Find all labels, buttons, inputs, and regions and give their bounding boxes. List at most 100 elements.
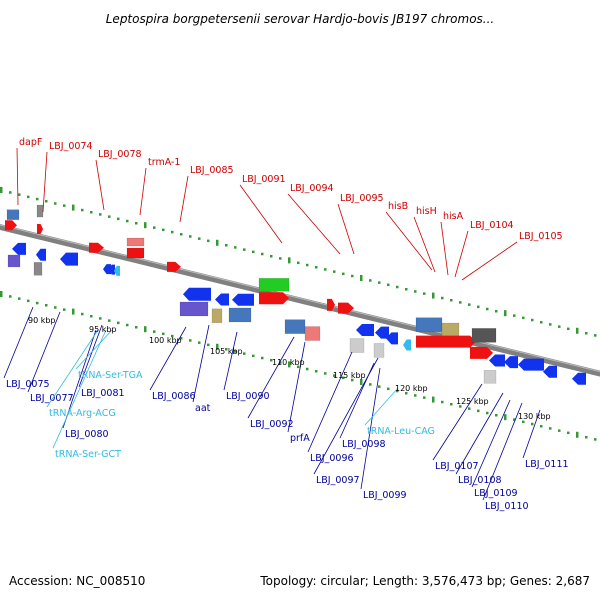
ruler-dot	[126, 219, 129, 223]
gene-feature	[375, 326, 389, 339]
ruler-dot	[288, 257, 291, 264]
label-leader-line	[95, 159, 105, 211]
ruler-dot	[423, 396, 426, 399]
ruler-dot	[315, 369, 318, 373]
label-leader-line	[385, 211, 433, 271]
gene-feature	[483, 370, 497, 384]
ruler-dot	[333, 374, 336, 377]
feature-label: LBJ_0078	[98, 149, 142, 160]
ruler-dot	[126, 323, 129, 327]
ruler-dot	[144, 222, 147, 229]
label-leader-line	[307, 351, 353, 453]
ruler-dot	[216, 343, 219, 350]
ruler-dot	[297, 365, 300, 369]
label-leader-line	[46, 329, 99, 408]
ruler-dot	[108, 215, 111, 218]
gene-feature	[36, 204, 44, 218]
ruler-dot	[360, 378, 363, 385]
feature-label: LBJ_0099	[363, 490, 407, 501]
feature-label: LBJ_0096	[310, 453, 354, 464]
ruler-dot	[324, 268, 327, 271]
gene-feature	[60, 252, 78, 266]
ruler-dot	[162, 228, 165, 232]
ruler-dot	[441, 296, 444, 300]
label-leader-line	[139, 167, 147, 216]
label-leader-line	[482, 402, 523, 501]
position-tick-label: 105 kbp	[210, 347, 243, 356]
ruler-dot	[189, 235, 192, 238]
ruler-dot	[54, 306, 57, 309]
ruler-dot	[414, 394, 417, 397]
ruler-dot	[450, 298, 453, 302]
ruler-dot	[315, 265, 318, 269]
gene-feature	[415, 317, 443, 332]
feature-label: LBJ_0108	[458, 475, 502, 486]
feature-label: LBJ_0074	[49, 141, 93, 152]
label-leader-line	[364, 387, 399, 426]
ruler-dot	[396, 389, 399, 393]
feature-label: LBJ_0110	[485, 501, 529, 512]
ruler-dot	[288, 361, 291, 368]
feature-label: LBJ_0111	[525, 459, 569, 470]
ruler-dot	[486, 411, 489, 415]
gene-feature	[258, 278, 290, 292]
gene-feature	[36, 248, 46, 261]
feature-label: tRNA-Arg-ACG	[49, 408, 116, 419]
ruler-dot	[117, 321, 120, 325]
ruler-dot	[171, 230, 174, 234]
label-leader-line	[52, 329, 107, 449]
ruler-dot	[0, 187, 3, 193]
ruler-dot	[405, 287, 408, 291]
ruler-dot	[351, 378, 354, 382]
ruler-dot	[198, 237, 201, 240]
label-leader-line	[192, 324, 210, 403]
ruler-dot	[477, 409, 480, 413]
label-leader-line	[454, 230, 469, 278]
ruler-dot	[432, 396, 435, 403]
feature-label: LBJ_0095	[340, 193, 384, 204]
ruler-dot	[270, 358, 273, 362]
label-leader-line	[78, 324, 103, 388]
ruler-dot	[459, 301, 462, 304]
label-leader-line	[287, 193, 341, 255]
gene-features	[5, 204, 586, 385]
ruler-dot	[342, 376, 345, 380]
position-tick-label: 90 kbp	[28, 316, 56, 325]
ruler-dot	[45, 303, 48, 307]
ruler-dot	[414, 290, 417, 293]
ruler-dot	[225, 243, 228, 247]
ruler-dot	[234, 350, 237, 353]
feature-label: dapF	[19, 137, 42, 148]
label-leader-line	[287, 341, 306, 433]
label-leader-line	[3, 306, 34, 379]
ruler-dot	[117, 217, 120, 221]
feature-label: LBJ_0090	[226, 391, 270, 402]
label-leader-line	[239, 184, 283, 244]
ruler-dot	[189, 339, 192, 342]
ruler-dot	[90, 210, 93, 214]
gene-feature	[518, 358, 544, 371]
label-leader-line	[223, 331, 238, 391]
ruler-dot	[252, 354, 255, 358]
feature-labels: dapF LBJ_0074 LBJ_0078 trmA-1 LBJ_0085 LBJ_00…	[3, 137, 569, 512]
feature-label: LBJ_0081	[81, 388, 125, 399]
gene-feature	[543, 365, 557, 378]
feature-label: LBJ_0086	[152, 391, 196, 402]
label-leader-line	[42, 151, 48, 213]
ruler-dot	[423, 292, 426, 295]
gene-feature	[572, 372, 586, 385]
feature-label: hisH	[416, 206, 437, 217]
ruler-dot	[63, 204, 66, 207]
position-tick-label: 115 kbp	[333, 371, 366, 380]
feature-label: tRNA-Ser-TGA	[78, 370, 143, 381]
gene-feature	[109, 264, 115, 275]
ruler-dot	[108, 319, 111, 322]
label-leader-line	[247, 336, 295, 419]
ruler-dot	[153, 330, 156, 333]
gene-feature	[356, 324, 374, 337]
feature-label: LBJ_0094	[290, 183, 334, 194]
ruler-dot	[567, 431, 570, 435]
ruler-dot	[459, 405, 462, 408]
gene-feature	[470, 346, 493, 359]
ruler-dot	[387, 387, 390, 391]
